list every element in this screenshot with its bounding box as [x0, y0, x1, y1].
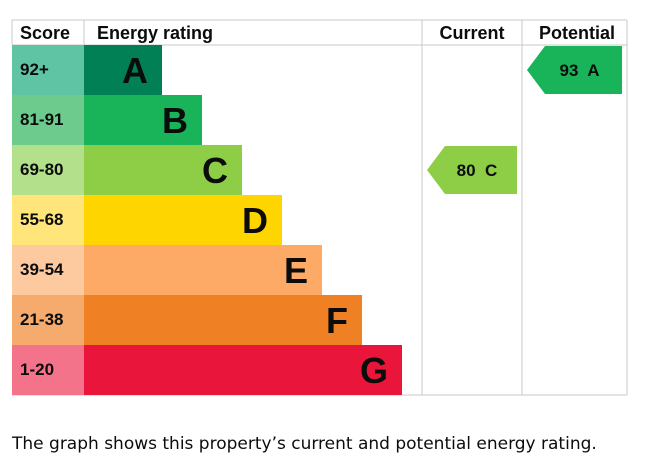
score-cell-a: [12, 45, 84, 95]
rating-letter-c: C: [202, 150, 228, 191]
score-label-e: 39-54: [20, 260, 64, 279]
score-label-c: 69-80: [20, 160, 63, 179]
rating-bar-a: [84, 45, 162, 95]
score-label-d: 55-68: [20, 210, 63, 229]
rating-letter-a: A: [122, 50, 148, 91]
rating-letter-d: D: [242, 200, 268, 241]
score-label-g: 1-20: [20, 360, 54, 379]
score-cell-d: [12, 195, 84, 245]
rating-bar-b: [84, 95, 202, 145]
current-header: Current: [439, 23, 504, 43]
rating-bands: 92+ A 81-91 B 69-80 C 55-68 D 39-54 E 21-38 F 1-20 G: [12, 45, 402, 395]
chart-caption: The graph shows this property’s current …: [12, 434, 597, 454]
rating-indicators: 80 C 93 A: [427, 46, 622, 194]
score-cell-f: [12, 295, 84, 345]
potential-rating-arrow: [527, 46, 622, 94]
current-rating-arrow: [427, 146, 517, 194]
rating-letter-g: G: [360, 350, 388, 391]
rating-letter-f: F: [326, 300, 348, 341]
score-cell-g: [12, 345, 84, 395]
rating-bar-c: [84, 145, 242, 195]
rating-bar-f: [84, 295, 362, 345]
current-rating-label: 80 C: [457, 161, 498, 180]
potential-rating-label: 93 A: [559, 61, 599, 80]
score-label-a: 92+: [20, 60, 49, 79]
epc-chart: Score Energy rating Current Potential 92…: [11, 19, 628, 396]
score-cell-c: [12, 145, 84, 195]
rating-bar-g: [84, 345, 402, 395]
rating-letter-b: B: [162, 100, 188, 141]
score-cell-e: [12, 245, 84, 295]
score-header: Score: [20, 23, 70, 43]
energy-rating-header: Energy rating: [97, 23, 213, 43]
score-cell-b: [12, 95, 84, 145]
potential-header: Potential: [539, 23, 615, 43]
score-label-b: 81-91: [20, 110, 63, 129]
rating-bar-e: [84, 245, 322, 295]
rating-bar-d: [84, 195, 282, 245]
score-label-f: 21-38: [20, 310, 63, 329]
rating-letter-e: E: [284, 250, 308, 291]
